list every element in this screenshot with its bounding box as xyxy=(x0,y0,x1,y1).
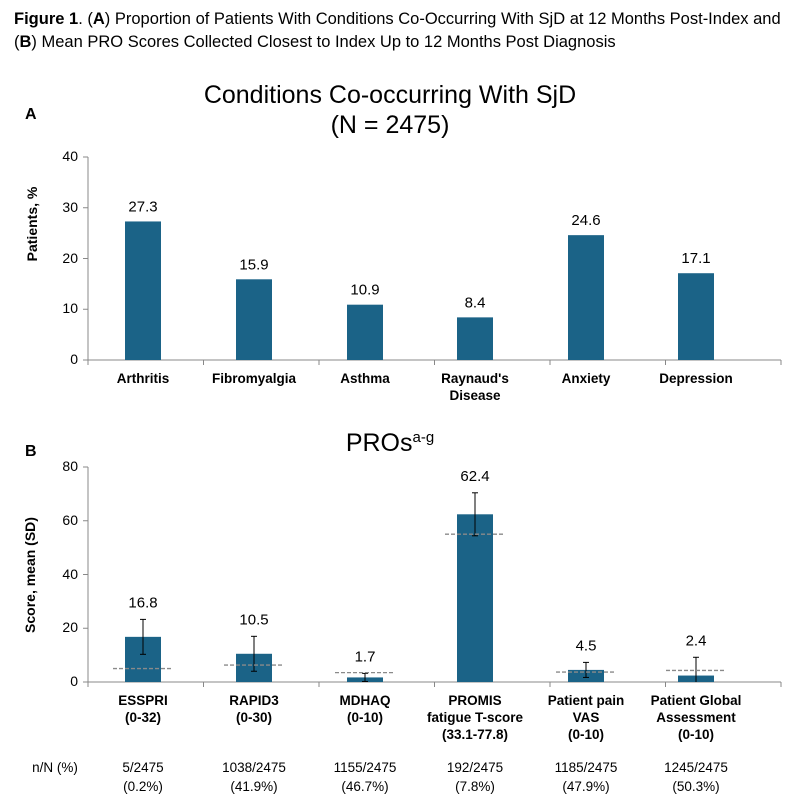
panel-a-category-label: Disease xyxy=(449,388,501,403)
panel-a-bar xyxy=(125,221,161,360)
panel-a-y-tick-label: 10 xyxy=(62,300,78,317)
panel-b-category-label: (0-10) xyxy=(567,727,604,742)
panel-a-y-tick-label: 0 xyxy=(70,351,78,367)
panel-a-value-label: 17.1 xyxy=(681,250,710,267)
panel-a-value-label: 8.4 xyxy=(465,294,486,311)
panel-b-category-label: fatigue T-score xyxy=(426,710,524,725)
panel-a-bar xyxy=(678,273,714,360)
panel-a-category-label: Anxiety xyxy=(561,371,611,386)
nn-value: (46.7%) xyxy=(341,779,389,794)
panel-b-category-label: ESSPRI xyxy=(118,693,168,708)
panel-b-category-label: PROMIS xyxy=(448,693,502,708)
panel-b-y-tick-label: 60 xyxy=(62,511,78,528)
panel-b-category-label: Patient Global xyxy=(650,693,742,708)
panel-b-y-tick-label: 20 xyxy=(62,619,78,636)
panel-a-category-label: Asthma xyxy=(340,371,390,386)
panel-b-y-tick-label: 80 xyxy=(62,458,78,474)
panel-a-bar xyxy=(457,317,493,360)
panel-b-category-label: RAPID3 xyxy=(229,693,279,708)
panel-b-y-tick-label: 40 xyxy=(62,565,78,582)
panel-a-y-tick-label: 40 xyxy=(62,148,78,164)
panel-b-value-label: 4.5 xyxy=(576,637,597,654)
panel-a-bar xyxy=(347,304,383,360)
panel-a-bar xyxy=(236,279,272,360)
nn-value: 192/2475 xyxy=(446,760,504,775)
panel-b-letter: B xyxy=(25,443,37,460)
nn-value: (0.2%) xyxy=(123,779,163,794)
panel-b-value-label: 16.8 xyxy=(128,594,157,611)
panel-b-category-label: (0-10) xyxy=(677,727,714,742)
nn-value: 1245/2475 xyxy=(664,760,728,775)
panel-b-value-label: 10.5 xyxy=(239,611,268,628)
nn-value: 5/2475 xyxy=(122,760,164,775)
panel-a-value-label: 24.6 xyxy=(571,212,600,229)
nn-value: (47.9%) xyxy=(562,779,610,794)
nn-value: 1155/2475 xyxy=(333,760,397,775)
panel-b-category-label: MDHAQ xyxy=(339,693,391,708)
figure-caption: Figure 1. (A) Proportion of Patients Wit… xyxy=(14,10,781,51)
nn-header: n/N (%) xyxy=(32,760,78,775)
panel-a-value-label: 15.9 xyxy=(239,256,268,273)
panel-a-value-label: 10.9 xyxy=(350,282,379,299)
panel-a-category-label: Arthritis xyxy=(116,371,170,386)
panel-b-value-label: 62.4 xyxy=(460,468,489,485)
panel-b-category-label: Assessment xyxy=(656,710,736,725)
panel-a-category-label: Raynaud's xyxy=(441,371,509,386)
nn-value: 1185/2475 xyxy=(554,760,618,775)
panel-b-value-label: 2.4 xyxy=(686,632,707,649)
panel-a-bar xyxy=(568,235,604,360)
panel-b-bar xyxy=(457,514,493,682)
panel-b-category-label: (0-10) xyxy=(346,710,383,725)
panel-a-category-label: Depression xyxy=(659,371,733,386)
panel-b-category-label: Patient pain xyxy=(547,693,625,708)
nn-value: 1038/2475 xyxy=(222,760,286,775)
panel-a-value-label: 27.3 xyxy=(128,198,157,215)
nn-value: (41.9%) xyxy=(230,779,278,794)
panel-b-category-label: (33.1-77.8) xyxy=(441,727,509,742)
panel-b-title: PROsa-g xyxy=(345,429,435,457)
nn-value: (50.3%) xyxy=(672,779,720,794)
panel-a-category-label: Fibromyalgia xyxy=(211,371,297,386)
nn-value: (7.8%) xyxy=(455,779,495,794)
panel-b-y-tick-label: 0 xyxy=(70,673,78,689)
panel-a-letter: A xyxy=(25,106,37,123)
panel-a-y-tick-label: 20 xyxy=(62,249,78,266)
panel-a-title: Conditions Co-occurring With SjD (N = 24… xyxy=(203,81,577,139)
panel-b-category-label: (0-30) xyxy=(235,710,272,725)
panel-b-category-label: (0-32) xyxy=(124,710,161,725)
panel-a-y-tick-label: 30 xyxy=(62,198,78,215)
panel-b-category-label: VAS xyxy=(572,710,600,725)
panel-b-value-label: 1.7 xyxy=(355,648,376,665)
